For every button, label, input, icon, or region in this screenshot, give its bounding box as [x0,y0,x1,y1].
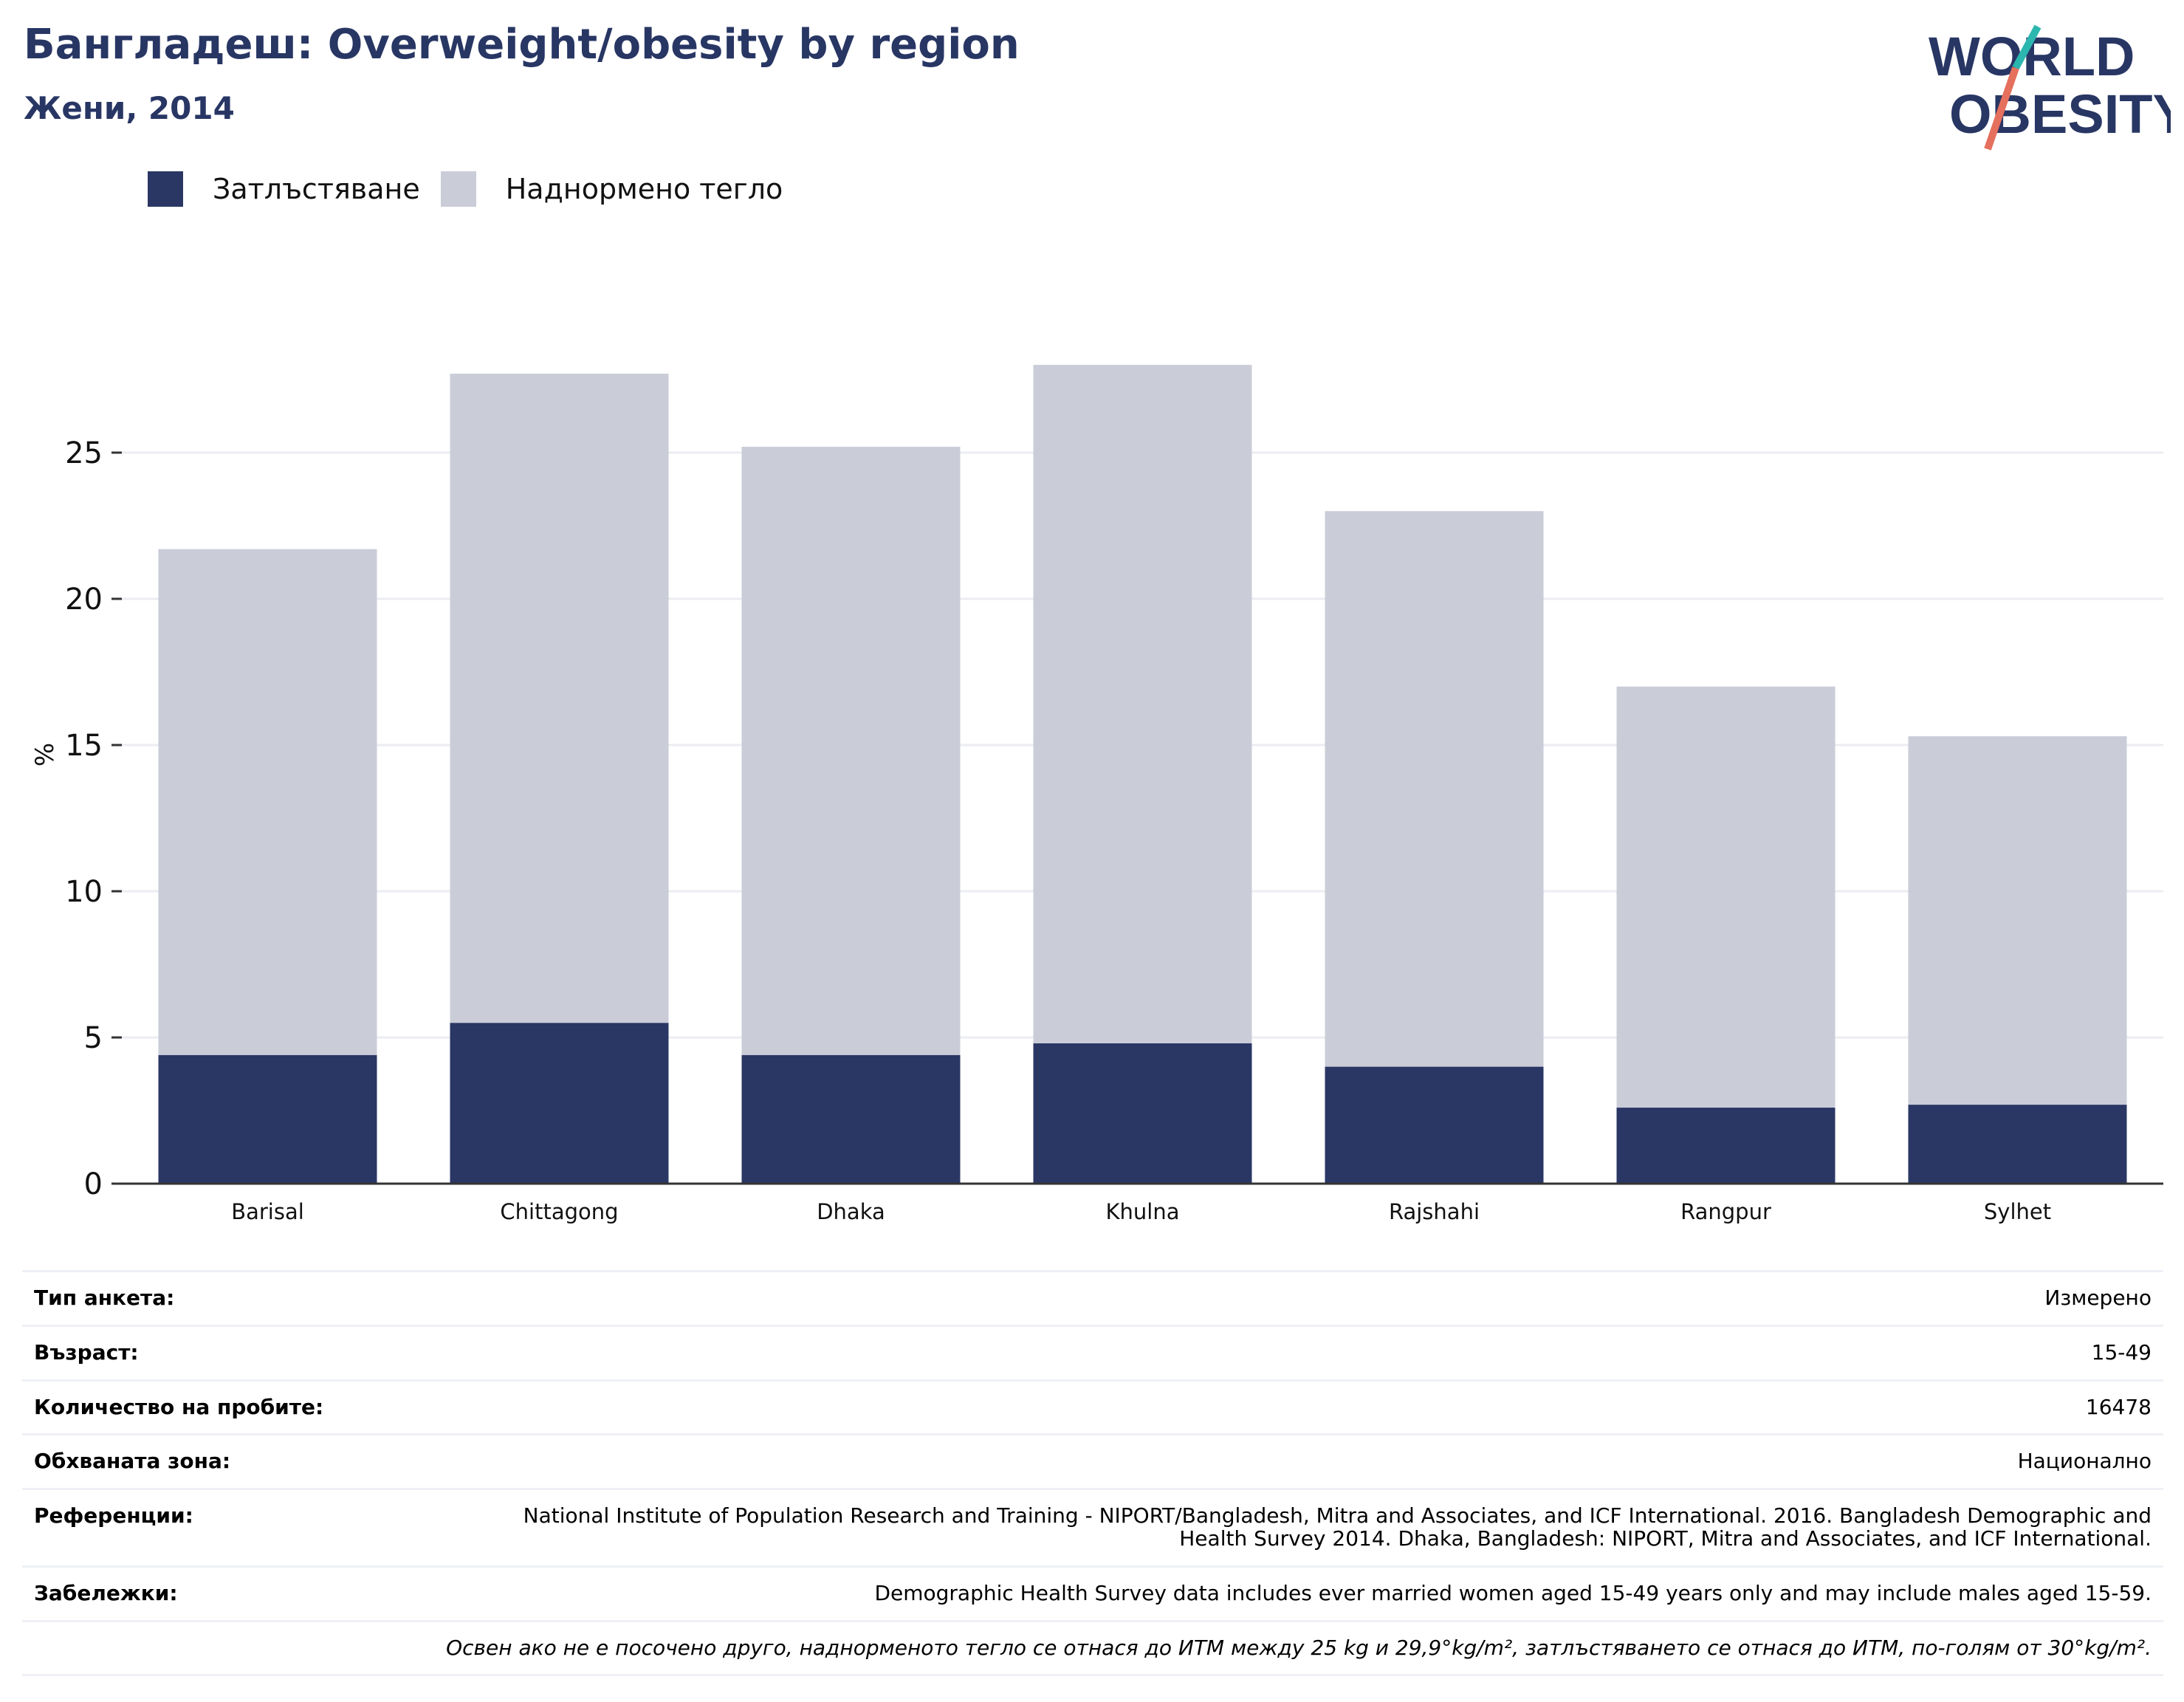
bar-overweight [450,374,669,1023]
x-tick-label: Rangpur [1680,1199,1771,1224]
bar-overweight [1033,365,1252,1043]
logo-slash-coral [1984,66,2019,151]
info-key: Тип анкета: [22,1270,489,1326]
info-key: Референции: [22,1488,489,1567]
info-value: 15-49 [489,1324,2163,1381]
info-row: Възраст: 15-49 [22,1324,2163,1381]
info-value: Национално [489,1433,2163,1489]
bar-obesity [450,1023,669,1184]
x-tick-label: Chittagong [500,1199,618,1224]
y-tick-label: 20 [65,583,103,617]
bar-obesity [158,1054,377,1184]
legend-swatch-obesity [148,171,183,207]
survey-info-table: Тип анкета: Измерено Възраст: 15-49 Количест… [22,1270,2163,1677]
logo-slash-teal [2012,24,2042,70]
info-row: Количество на пробите: 16478 [22,1379,2163,1435]
info-row: Обхваната зона: Национално [22,1433,2163,1489]
info-row: Референции: National Institute of Populat… [22,1488,2163,1567]
bar-obesity [1616,1108,1836,1184]
info-row: Тип анкета: Измерено [22,1270,2163,1326]
chart-title: Бангладеш: Overweight/obesity by region [24,21,1020,69]
y-tick-label: 5 [84,1021,103,1055]
bar-overweight [1325,511,1544,1067]
footnote-row: Освен ако не е посочено друго, наднормен… [22,1619,2163,1677]
legend-swatch-overweight [440,171,476,207]
legend-item-overweight: Наднормено тегло [440,171,783,207]
legend-item-obesity: Затлъстяване [148,171,420,207]
legend: Затлъстяване Наднормено тегло [148,170,803,208]
info-row: Забележки: Demographic Health Survey data… [22,1565,2163,1622]
bar-obesity [1908,1105,2127,1184]
x-tick-label: Dhaka [817,1199,885,1224]
info-key: Възраст: [22,1324,489,1381]
x-tick-label: Barisal [231,1199,304,1224]
y-tick-label: 0 [84,1167,103,1201]
info-key: Количество на пробите: [22,1379,489,1435]
info-key: Забележки: [22,1565,489,1622]
bar-overweight [1908,736,2127,1105]
bar-chart: 0 5 10 15 20 25% Barisal Chittagong Dhaka Khulna R… [30,365,2163,1224]
x-tick-label: Sylhet [1984,1199,2051,1224]
footnote: Освен ако не е посочено друго, наднормен… [22,1619,2163,1677]
info-value: Измерено [489,1270,2163,1326]
x-tick-label: Rajshahi [1389,1199,1480,1224]
y-tick-label: 25 [65,436,103,470]
info-key: Обхваната зона: [22,1433,489,1489]
bar-overweight [1616,686,1836,1108]
bar-obesity [741,1054,961,1184]
x-tick-label: Khulna [1106,1199,1180,1224]
info-value: National Institute of Population Researc… [489,1488,2163,1567]
legend-label-overweight: Наднормено тегло [505,173,783,205]
world-obesity-logo: WORLD OBESITY [1929,24,2171,151]
bar-obesity [1325,1066,1544,1184]
chart-subtitle: Жени, 2014 [24,90,235,126]
y-tick-label: 10 [65,875,103,909]
bar-overweight [741,447,961,1055]
logo-line2: OBESITY [1949,83,2171,145]
info-value: 16478 [489,1379,2163,1435]
legend-label-obesity: Затлъстяване [213,173,420,205]
info-value: Demographic Health Survey data includes … [489,1565,2163,1622]
y-tick-label: 15 [65,729,103,763]
bar-obesity [1033,1043,1252,1184]
y-axis-label: % [30,743,60,766]
bar-overweight [158,549,377,1055]
